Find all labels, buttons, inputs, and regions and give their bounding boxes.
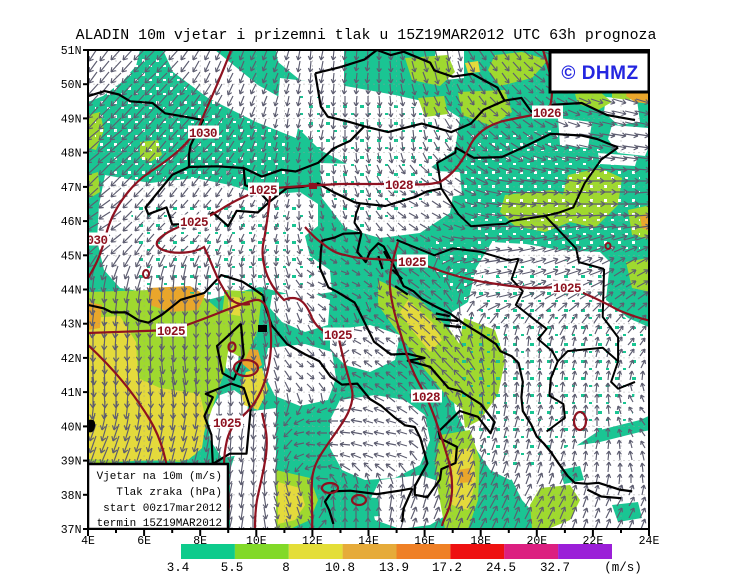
svg-text:6E: 6E (137, 535, 151, 548)
svg-text:1025: 1025 (398, 256, 426, 270)
svg-text:32.7: 32.7 (540, 561, 570, 575)
svg-text:13.9: 13.9 (379, 561, 409, 575)
svg-text:24E: 24E (639, 535, 660, 548)
svg-text:5.5: 5.5 (221, 561, 244, 575)
svg-text:10.8: 10.8 (325, 561, 355, 575)
svg-text:Vjetar na 10m (m/s): Vjetar na 10m (m/s) (97, 471, 222, 483)
svg-text:030: 030 (86, 234, 107, 248)
svg-text:1025: 1025 (553, 282, 581, 296)
svg-text:50N: 50N (61, 79, 82, 92)
svg-text:1028: 1028 (385, 179, 413, 193)
svg-text:1025: 1025 (324, 329, 352, 343)
svg-text:termin 15Z19MAR2012: termin 15Z19MAR2012 (97, 518, 222, 530)
svg-text:1025: 1025 (180, 216, 208, 230)
svg-text:38N: 38N (61, 490, 82, 503)
svg-text:© DHMZ: © DHMZ (561, 63, 638, 84)
svg-text:43N: 43N (61, 319, 82, 332)
svg-text:4E: 4E (81, 535, 95, 548)
svg-text:37N: 37N (61, 524, 82, 537)
svg-text:39N: 39N (61, 456, 82, 469)
svg-text:start 00z17mar2012: start 00z17mar2012 (103, 503, 222, 515)
svg-text:47N: 47N (61, 182, 82, 195)
svg-text:42N: 42N (61, 353, 82, 366)
svg-text:46N: 46N (61, 216, 82, 229)
svg-text:41N: 41N (61, 387, 82, 400)
svg-text:17.2: 17.2 (432, 561, 462, 575)
svg-text:51N: 51N (61, 45, 82, 58)
svg-text:1025: 1025 (249, 184, 277, 198)
svg-text:40N: 40N (61, 421, 82, 434)
svg-text:(m/s): (m/s) (604, 561, 642, 575)
svg-text:ALADIN 10m vjetar i prizemni t: ALADIN 10m vjetar i prizemni tlak u 15Z1… (76, 28, 657, 44)
svg-text:1025: 1025 (213, 417, 241, 431)
svg-text:1028: 1028 (412, 391, 440, 405)
svg-text:1030: 1030 (189, 127, 217, 141)
svg-text:49N: 49N (61, 113, 82, 126)
svg-text:48N: 48N (61, 148, 82, 161)
svg-text:Tlak zraka (hPa): Tlak zraka (hPa) (116, 487, 222, 499)
svg-text:3.4: 3.4 (167, 561, 190, 575)
svg-text:8: 8 (282, 561, 290, 575)
svg-text:44N: 44N (61, 285, 82, 298)
svg-text:45N: 45N (61, 250, 82, 263)
svg-text:1026: 1026 (533, 107, 561, 121)
svg-text:24.5: 24.5 (486, 561, 516, 575)
svg-text:1025: 1025 (157, 325, 185, 339)
